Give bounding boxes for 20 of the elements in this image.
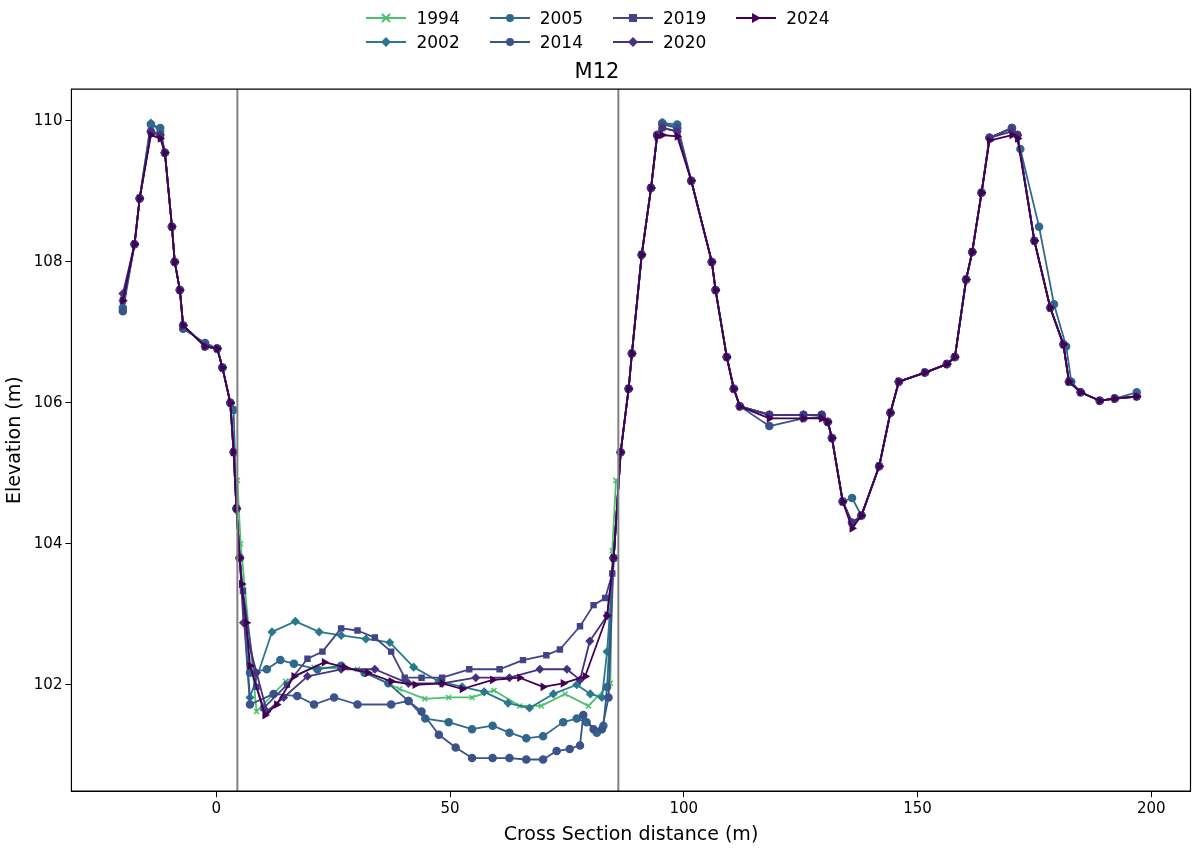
x-tick-label: 200 [1136, 799, 1166, 818]
y-tick-label: 104 [33, 533, 63, 552]
y-tick-label: 102 [33, 674, 63, 693]
y-tick-label: 110 [33, 110, 63, 129]
legend-label: 2005 [539, 8, 583, 28]
y-axis-title: Elevation (m) [2, 376, 25, 505]
y-tick-label: 106 [33, 392, 63, 411]
x-axis-title: Cross Section distance (m) [503, 821, 759, 844]
legend-label: 1994 [416, 8, 460, 28]
legend-label: 2020 [663, 32, 707, 52]
x-tick-label: 50 [440, 799, 460, 818]
y-tick-label: 108 [33, 251, 63, 270]
legend-label: 2019 [663, 8, 707, 28]
x-tick-label: 100 [669, 799, 699, 818]
legend-label: 2014 [539, 32, 583, 52]
x-tick-label: 0 [211, 799, 222, 818]
x-tick-label: 150 [903, 799, 932, 818]
chart-title: M12 [574, 59, 620, 84]
legend-label: 2024 [786, 8, 830, 28]
legend-label: 2002 [416, 32, 460, 52]
